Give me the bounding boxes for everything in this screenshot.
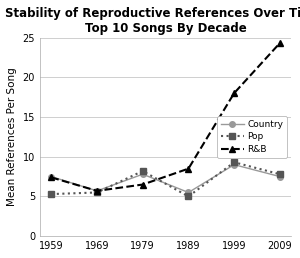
Pop: [50, 192, 53, 196]
Country: [278, 175, 282, 178]
Country: [232, 163, 236, 166]
R&B: [141, 183, 145, 186]
Pop: [278, 173, 282, 176]
Line: Pop: Pop: [48, 159, 283, 200]
Pop: [232, 161, 236, 164]
Country: [50, 175, 53, 178]
Line: Country: Country: [49, 162, 283, 195]
Legend: Country, Pop, R&B: Country, Pop, R&B: [218, 116, 287, 158]
Pop: [141, 170, 145, 173]
Country: [95, 189, 99, 192]
Line: R&B: R&B: [48, 39, 284, 194]
R&B: [95, 189, 99, 192]
R&B: [232, 92, 236, 95]
Pop: [187, 195, 190, 198]
Pop: [95, 191, 99, 194]
Y-axis label: Mean References Per Song: Mean References Per Song: [7, 68, 17, 206]
Country: [187, 191, 190, 194]
R&B: [278, 42, 282, 45]
Country: [141, 173, 145, 176]
R&B: [50, 176, 53, 179]
Title: Stability of Reproductive References Over Time:
Top 10 Songs By Decade: Stability of Reproductive References Ove…: [5, 7, 300, 35]
R&B: [187, 167, 190, 170]
